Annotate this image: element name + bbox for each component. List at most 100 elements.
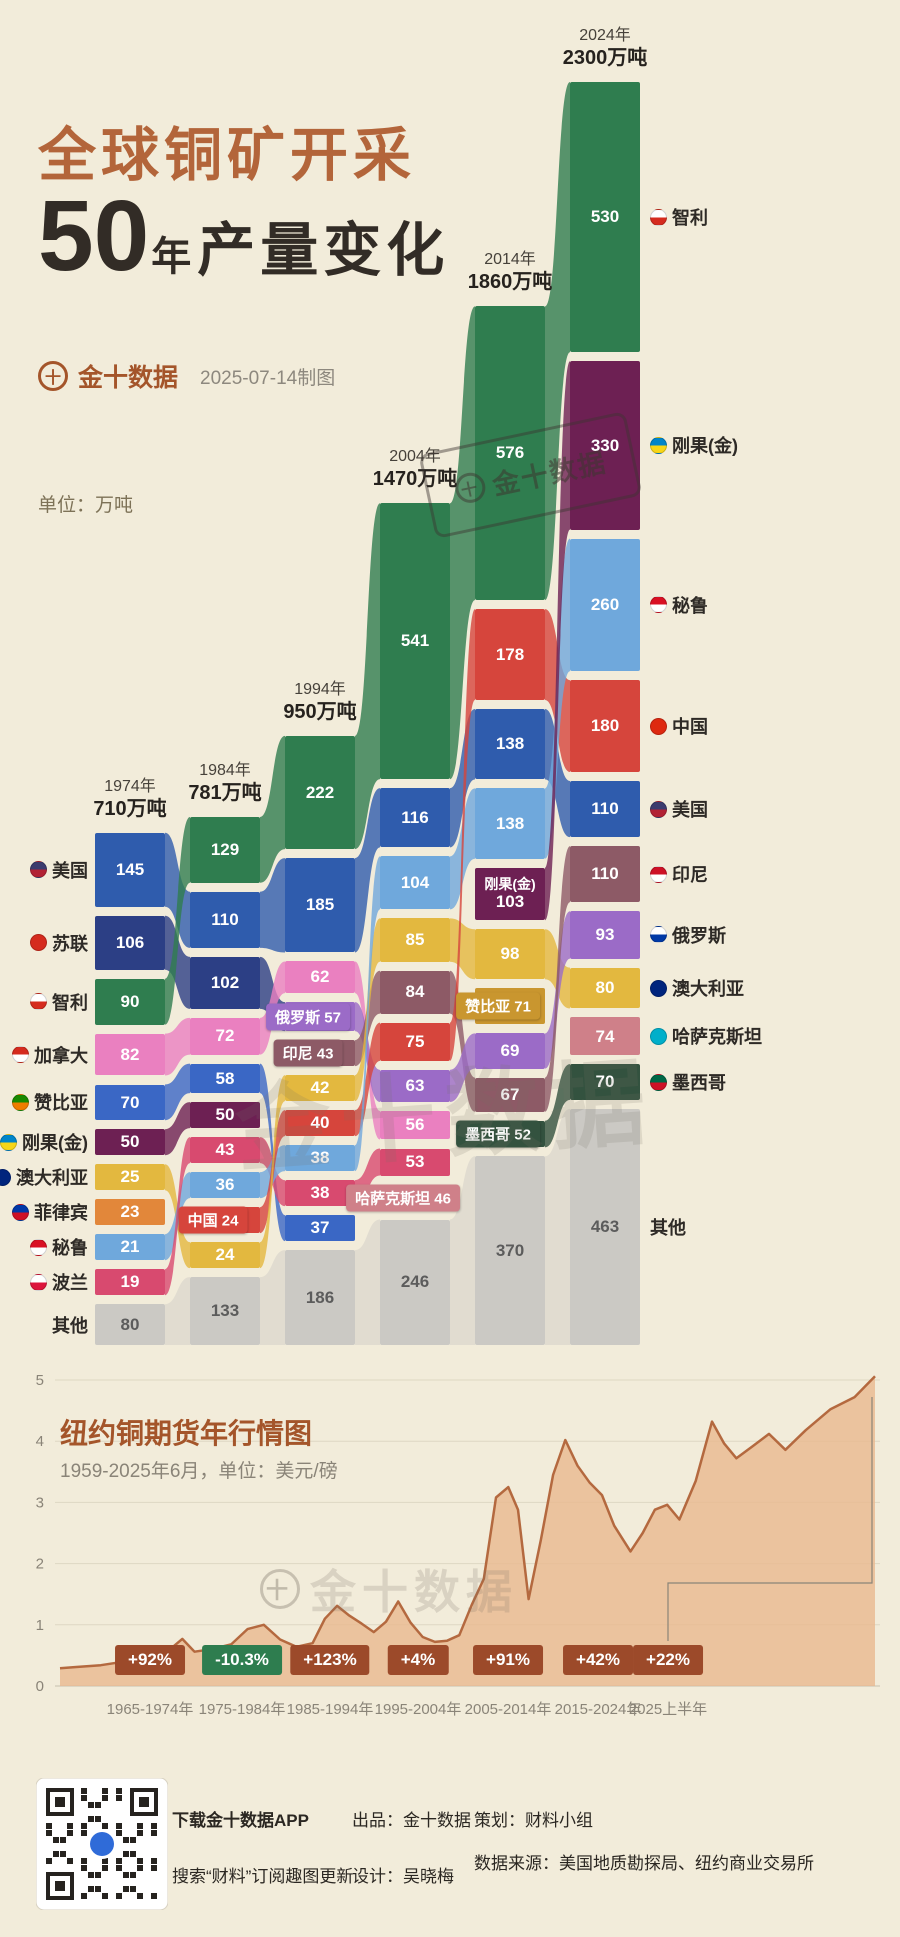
country-name: 印尼 — [672, 865, 708, 886]
production-alluvial-chart: 1974年 710万吨 1984年 781万吨 1994年 950万吨 2004年 1470万… — [0, 26, 762, 1345]
country-label-right: 秘鲁 — [650, 592, 708, 618]
country-name: 俄罗斯 — [672, 925, 726, 946]
page-title-line2: 50 年 产量变化 — [38, 186, 449, 287]
country-label-left: 秘鲁 — [30, 1234, 88, 1260]
year-label: 2024年 2300万吨 — [545, 26, 665, 71]
country-label-right: 哈萨克斯坦 — [650, 1023, 762, 1049]
country-name: 秘鲁 — [52, 1238, 88, 1259]
period-range-label: 2015-2024年 — [554, 1701, 642, 1718]
period-range-label: 1965-1974年 — [106, 1701, 194, 1718]
year-text: 1984年 — [199, 761, 251, 779]
flag-icon — [650, 1027, 667, 1045]
country-block: 145 — [95, 832, 165, 907]
country-label-left: 智利 — [30, 989, 88, 1015]
country-name: 其他 — [52, 1315, 88, 1336]
flow-ribbon — [545, 82, 570, 601]
flow-ribbon — [260, 735, 285, 883]
country-block: 25 — [95, 1164, 165, 1191]
country-label-right: 其他 — [650, 1214, 686, 1240]
flow-ribbon — [545, 708, 570, 838]
country-block: 74 — [570, 1017, 640, 1056]
country-block: 50 — [95, 1129, 165, 1156]
country-label-left: 其他 — [52, 1312, 88, 1338]
title-number-50: 50 — [38, 180, 150, 292]
year-text: 2024年 — [579, 27, 631, 44]
period-change-badge: +92% — [115, 1645, 185, 1675]
flow-ribbon — [450, 708, 475, 848]
country-name: 中国 — [672, 717, 708, 738]
watermark-text: 金十数据 — [489, 446, 610, 501]
country-label-right: 墨西哥 — [650, 1069, 726, 1095]
flow-ribbon — [165, 1063, 190, 1121]
period-change-badge: -10.3% — [202, 1645, 282, 1675]
y-axis-tick: 4 — [36, 1433, 44, 1450]
flag-icon — [12, 1093, 29, 1111]
flow-ribbon — [450, 1033, 475, 1102]
country-block: 56 — [380, 1110, 450, 1140]
country-label-left: 加拿大 — [12, 1042, 88, 1068]
chart-date-note: 2025-07-14制图 — [200, 367, 336, 389]
country-block: 463 — [570, 1108, 640, 1345]
y-axis-tick: 3 — [36, 1494, 44, 1511]
country-block: 84 — [380, 970, 450, 1014]
country-block: 110 — [190, 891, 260, 948]
country-name: 澳大利亚 — [672, 979, 744, 1000]
country-name: 波兰 — [52, 1273, 88, 1294]
year-label: 2014年 1860万吨 — [450, 250, 570, 295]
futures-chart-title: 纽约铜期货年行情图 — [60, 1418, 313, 1449]
country-block: 93 — [570, 911, 640, 959]
flow-ribbon — [355, 856, 380, 1172]
country-block: 138 — [475, 708, 545, 780]
jinshi-logo-icon: 十 — [260, 1569, 300, 1609]
country-block: 58 — [190, 1063, 260, 1094]
country-name: 智利 — [52, 992, 88, 1013]
country-block: 102 — [190, 956, 260, 1009]
flag-icon — [650, 596, 667, 614]
period-range-label: 1975-1984年 — [198, 1701, 286, 1718]
year-total: 950万吨 — [283, 700, 357, 723]
y-axis-tick: 5 — [36, 1372, 44, 1389]
period-range-label: 2025上半年 — [628, 1701, 708, 1718]
year-label: 1974年 710万吨 — [70, 777, 190, 822]
brand-row: 十 金十数据 2025-07-14制图 — [38, 358, 335, 394]
country-name: 苏联 — [52, 933, 88, 954]
watermark-futures: 十 金十数据 — [260, 1556, 518, 1622]
flow-ribbon — [355, 1002, 380, 1102]
y-axis-tick: 0 — [36, 1678, 44, 1695]
title-rest: 产量变化 — [197, 218, 450, 283]
footer-designer: 设计：吴晓梅 — [352, 1867, 454, 1886]
year-label: 1984年 781万吨 — [165, 761, 285, 806]
country-label-right: 美国 — [650, 796, 708, 822]
period-change-badge: +123% — [290, 1645, 370, 1675]
year-text: 2014年 — [484, 251, 536, 269]
footer-planner: 策划：财料小组 — [474, 1811, 593, 1830]
country-entry-badge: 印尼 43 — [273, 1039, 343, 1067]
flow-ribbon — [545, 846, 570, 1112]
flow-ribbon — [450, 1156, 475, 1345]
country-block: 80 — [95, 1304, 165, 1345]
country-block: 43 — [190, 1137, 260, 1164]
flow-ribbon — [355, 503, 380, 850]
country-label-left: 苏联 — [30, 930, 88, 956]
qr-finder-icon — [46, 1788, 158, 1900]
country-name: 菲律宾 — [34, 1203, 88, 1224]
title-year-char: 年 — [151, 235, 192, 279]
period-range-label: 1995-2004年 — [374, 1701, 462, 1718]
period-change-badge: +4% — [387, 1645, 449, 1675]
brand-name: 金十数据 — [78, 364, 179, 392]
period-bracket — [667, 1397, 873, 1641]
flag-icon — [30, 934, 47, 952]
country-entry-badge: 赞比亚 71 — [456, 992, 540, 1020]
flow-ribbon — [165, 816, 190, 1025]
country-label-left: 美国 — [30, 857, 88, 883]
period-change-badge: +22% — [633, 1645, 703, 1675]
year-label: 2004年 1470万吨 — [355, 447, 475, 492]
country-block: 260 — [570, 538, 640, 672]
year-total: 710万吨 — [93, 797, 167, 820]
country-label-right: 印尼 — [650, 861, 708, 887]
country-block: 138 — [475, 788, 545, 859]
footer-data-source: 数据来源：美国地质勘探局、纽约商业交易所 — [474, 1854, 814, 1873]
futures-chart-subtitle: 1959-2025年6月，单位：美元/磅 — [60, 1461, 338, 1482]
country-block: 23 — [95, 1199, 165, 1226]
